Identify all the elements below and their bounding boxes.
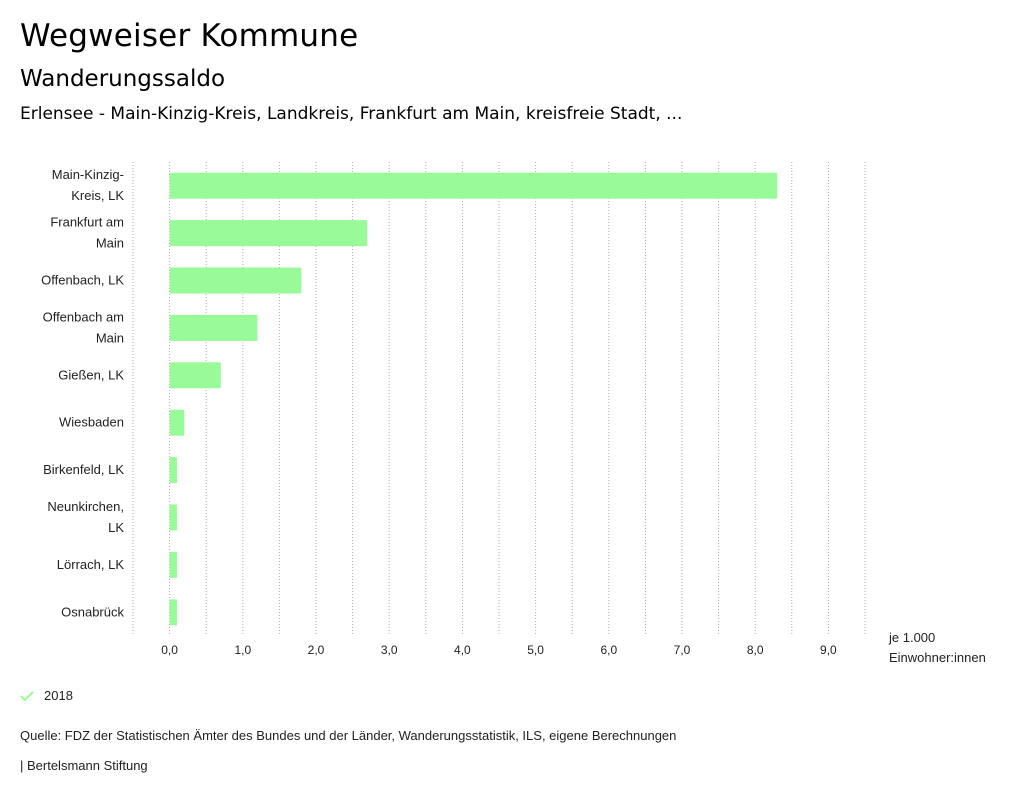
tick-label: 9,0 [820, 643, 837, 657]
bar[interactable] [169, 504, 177, 531]
bar[interactable] [169, 599, 177, 626]
category-label: Frankfurt am [50, 215, 124, 230]
category-label: Offenbach am [43, 309, 124, 324]
x-axis-unit-label: je 1.000 Einwohner:innen [888, 630, 986, 665]
legend-label: 2018 [44, 688, 73, 703]
category-label: Lörrach, LK [57, 557, 125, 572]
tick-label: 7,0 [674, 643, 691, 657]
category-label: Main [96, 330, 124, 345]
tick-label: 8,0 [747, 643, 764, 657]
bar[interactable] [169, 220, 368, 247]
legend[interactable]: 2018 [20, 688, 73, 703]
category-label: Main-Kinzig- [52, 167, 124, 182]
bar[interactable] [169, 267, 302, 294]
category-label: LK [108, 520, 124, 535]
credit-note: | Bertelsmann Stiftung [20, 758, 148, 773]
bar[interactable] [169, 314, 258, 341]
tick-label: 4,0 [454, 643, 471, 657]
bars [169, 172, 778, 626]
page-title: Wegweiser Kommune [20, 18, 359, 54]
tick-label: 2,0 [308, 643, 325, 657]
bar[interactable] [169, 409, 185, 436]
category-label: Wiesbaden [59, 415, 124, 430]
bar[interactable] [169, 362, 221, 389]
category-labels: Main-Kinzig- Kreis, LK Frankfurt am Main Off… [41, 167, 124, 619]
bar[interactable] [169, 172, 778, 199]
category-label: Offenbach, LK [41, 273, 124, 288]
chart-subtitle: Wanderungssaldo [20, 66, 226, 92]
category-label: Main [96, 236, 124, 251]
category-label: Birkenfeld, LK [43, 462, 124, 477]
unit-label: Einwohner:innen [889, 650, 986, 665]
region-label: Erlensee - Main-Kinzig-Kreis, Landkreis,… [20, 104, 683, 124]
tick-label: 5,0 [527, 643, 544, 657]
tick-label: 1,0 [234, 643, 251, 657]
category-label: Neunkirchen, [47, 499, 124, 514]
source-note: Quelle: FDZ der Statistischen Ämter des … [20, 728, 677, 743]
grid-lines [132, 162, 866, 636]
category-label: Osnabrück [61, 604, 124, 619]
category-label: Gießen, LK [58, 367, 124, 382]
bar-chart: Main-Kinzig- Kreis, LK Frankfurt am Main Off… [41, 162, 986, 665]
tick-label: 6,0 [600, 643, 617, 657]
check-icon [20, 690, 34, 701]
category-label: Kreis, LK [71, 188, 124, 203]
bar[interactable] [169, 551, 177, 578]
tick-label: 0,0 [161, 643, 178, 657]
unit-label: je 1.000 [888, 630, 935, 645]
bar[interactable] [169, 457, 177, 484]
tick-label: 3,0 [381, 643, 398, 657]
x-axis-ticks: 0,0 1,0 2,0 3,0 4,0 5,0 6,0 7,0 8,0 9,0 [161, 643, 837, 657]
